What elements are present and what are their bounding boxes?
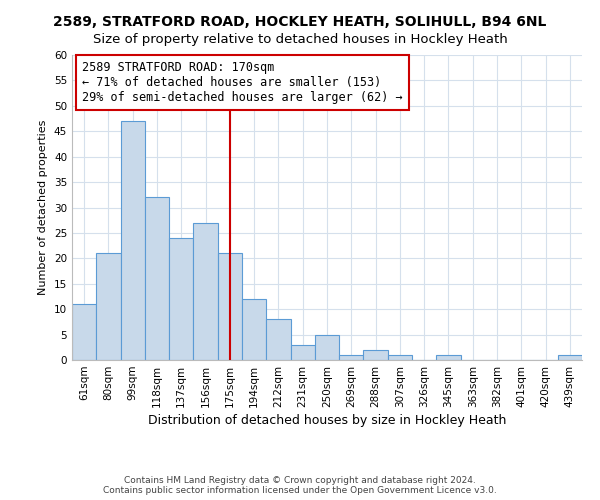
Bar: [388, 355, 412, 360]
Bar: [169, 238, 193, 360]
Bar: [96, 253, 121, 360]
X-axis label: Distribution of detached houses by size in Hockley Heath: Distribution of detached houses by size …: [148, 414, 506, 427]
Text: Size of property relative to detached houses in Hockley Heath: Size of property relative to detached ho…: [92, 32, 508, 46]
Bar: [436, 355, 461, 360]
Text: 2589 STRATFORD ROAD: 170sqm
← 71% of detached houses are smaller (153)
29% of se: 2589 STRATFORD ROAD: 170sqm ← 71% of det…: [82, 61, 403, 104]
Bar: [72, 304, 96, 360]
Y-axis label: Number of detached properties: Number of detached properties: [38, 120, 49, 295]
Bar: [242, 299, 266, 360]
Bar: [121, 121, 145, 360]
Bar: [315, 334, 339, 360]
Bar: [339, 355, 364, 360]
Bar: [145, 198, 169, 360]
Bar: [290, 345, 315, 360]
Bar: [364, 350, 388, 360]
Bar: [193, 223, 218, 360]
Bar: [558, 355, 582, 360]
Text: Contains HM Land Registry data © Crown copyright and database right 2024.
Contai: Contains HM Land Registry data © Crown c…: [103, 476, 497, 495]
Text: 2589, STRATFORD ROAD, HOCKLEY HEATH, SOLIHULL, B94 6NL: 2589, STRATFORD ROAD, HOCKLEY HEATH, SOL…: [53, 15, 547, 29]
Bar: [266, 320, 290, 360]
Bar: [218, 253, 242, 360]
